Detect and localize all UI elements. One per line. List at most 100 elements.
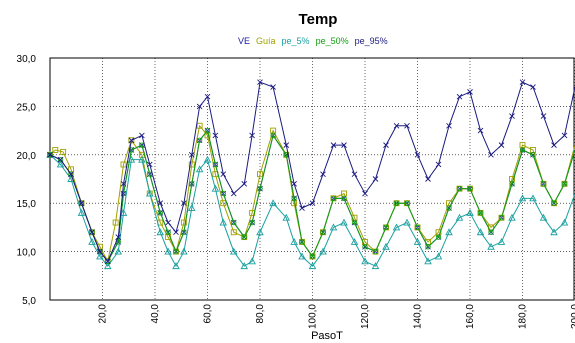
data-point: [211, 184, 220, 192]
data-point: [138, 155, 146, 163]
x-tick-label: 180,0: [518, 304, 529, 329]
data-point: [551, 200, 557, 206]
data-point: [393, 200, 400, 206]
data-point: [47, 151, 53, 158]
data-point: [120, 190, 127, 197]
data-point: [467, 186, 473, 192]
x-axis-ticks: 20,0 40,0 60,0 80,0 100,0 120,0 140,0 160,0 180,…: [98, 304, 575, 329]
data-point: [173, 229, 179, 236]
data-point: [270, 132, 276, 139]
x-axis-label: PasoT: [311, 330, 343, 342]
chart-title: Temp: [299, 11, 338, 28]
data-point: [291, 181, 297, 187]
data-point: [371, 262, 380, 270]
data-point: [164, 247, 172, 255]
data-point: [145, 189, 154, 197]
data-point: [498, 142, 505, 148]
x-tick-label: 140,0: [413, 304, 424, 329]
y-tick-label: 20,0: [17, 151, 37, 162]
data-point: [249, 219, 255, 226]
y-tick-label: 30,0: [17, 54, 37, 65]
data-point: [189, 181, 195, 187]
data-point: [173, 248, 179, 255]
data-point: [78, 200, 85, 206]
data-point: [180, 219, 187, 226]
data-point: [52, 147, 59, 153]
x-tick-label: 80,0: [255, 304, 266, 324]
data-point: [115, 234, 122, 240]
data-point: [120, 181, 127, 187]
data-point: [340, 218, 348, 226]
data-point: [88, 237, 96, 245]
data-point: [230, 229, 237, 236]
data-point: [383, 142, 389, 148]
data-point: [212, 161, 219, 168]
data-point: [105, 258, 111, 264]
data-point: [330, 195, 337, 202]
data-point: [518, 194, 527, 202]
data-point: [230, 190, 237, 197]
data-point: [477, 210, 484, 216]
series-line: [49, 154, 575, 268]
data-point: [424, 257, 432, 265]
data-point: [119, 208, 128, 216]
data-point: [47, 152, 53, 158]
data-point: [446, 122, 452, 129]
data-point: [172, 262, 180, 270]
x-tick-label: 200,0: [570, 304, 575, 329]
data-point: [425, 176, 431, 182]
data-point: [392, 223, 401, 231]
data-point: [309, 200, 316, 207]
data-point: [361, 257, 369, 265]
data-point: [509, 113, 515, 119]
data-point: [187, 204, 196, 211]
data-point: [435, 234, 442, 240]
data-point: [68, 171, 74, 177]
data-point: [204, 93, 211, 100]
data-point: [383, 224, 389, 231]
data-point: [114, 247, 123, 255]
data-point: [231, 219, 237, 226]
data-point: [104, 258, 111, 265]
data-point: [404, 122, 410, 129]
data-point: [455, 213, 464, 221]
data-point: [139, 132, 145, 139]
data-point: [551, 142, 557, 148]
data-point: [404, 200, 410, 206]
data-point: [508, 213, 516, 221]
data-point: [220, 200, 227, 207]
data-point: [195, 165, 204, 173]
data-point: [351, 171, 358, 177]
legend-entry: pe_5%: [282, 36, 310, 46]
data-point: [249, 132, 255, 139]
legend-entry: VE: [238, 36, 250, 46]
data-point: [256, 228, 264, 236]
data-point: [103, 262, 112, 270]
data-point: [434, 252, 443, 260]
data-point: [282, 213, 291, 221]
data-point: [519, 79, 526, 86]
data-point: [299, 205, 305, 211]
chart-series: [46, 79, 575, 270]
data-point: [362, 190, 368, 197]
data-point: [229, 247, 238, 255]
series-3: [47, 127, 575, 264]
data-point: [188, 151, 195, 158]
data-point: [60, 148, 67, 155]
data-point: [467, 89, 473, 95]
x-tick-label: 120,0: [360, 304, 371, 329]
data-point: [530, 84, 536, 90]
data-point: [57, 156, 64, 163]
data-point: [309, 253, 316, 260]
data-point: [320, 229, 326, 235]
data-point: [68, 171, 74, 177]
chart-legend: VE Guía pe_5% pe_50% pe_95%: [238, 36, 388, 46]
data-point: [550, 228, 558, 236]
data-point: [298, 252, 306, 260]
data-point: [350, 237, 359, 245]
data-point: [466, 208, 474, 216]
data-point: [425, 244, 431, 250]
data-point: [57, 156, 64, 163]
data-point: [540, 113, 547, 119]
y-tick-label: 10,0: [17, 248, 37, 259]
